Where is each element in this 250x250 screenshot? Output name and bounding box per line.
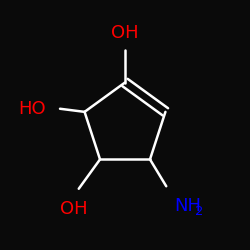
Text: 2: 2 <box>195 205 203 218</box>
Text: HO: HO <box>19 100 46 118</box>
Text: OH: OH <box>111 24 139 42</box>
Text: OH: OH <box>60 200 88 218</box>
Text: NH: NH <box>174 197 201 215</box>
